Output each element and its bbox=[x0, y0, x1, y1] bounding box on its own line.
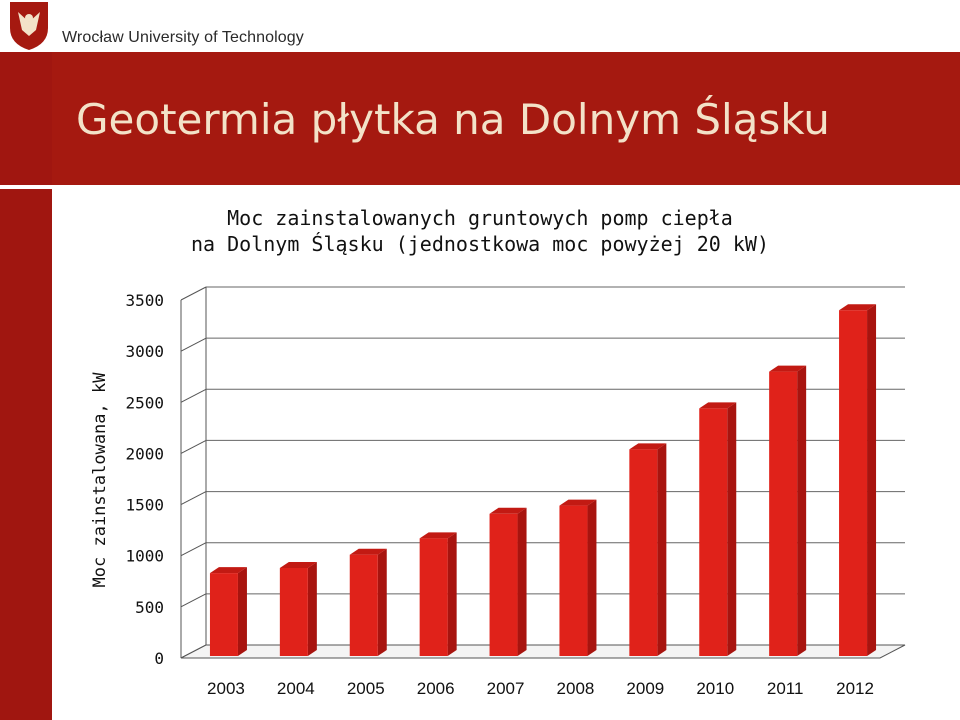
bar-side-2012 bbox=[867, 304, 877, 656]
x-tick-label: 2012 bbox=[836, 679, 874, 698]
gridline-depth-1000 bbox=[180, 542, 207, 557]
y-tick-label: 500 bbox=[135, 598, 164, 617]
x-tick-label: 2008 bbox=[557, 679, 595, 698]
gridline-depth-2000 bbox=[180, 439, 207, 454]
bar-side-2009 bbox=[657, 443, 667, 656]
bar-2010 bbox=[699, 408, 728, 656]
y-tick-label: 2500 bbox=[125, 393, 164, 412]
left-decor-strip bbox=[0, 52, 52, 720]
x-tick-label: 2004 bbox=[277, 679, 315, 698]
y-tick-label: 2000 bbox=[125, 444, 164, 463]
bar-side-2010 bbox=[727, 402, 737, 656]
bar-2003 bbox=[209, 573, 238, 656]
bar-top-2012 bbox=[839, 304, 877, 311]
x-tick-label: 2007 bbox=[487, 679, 525, 698]
bar-top-2004 bbox=[279, 561, 317, 568]
university-logo bbox=[10, 2, 48, 50]
slide-title: Geotermia płytka na Dolnym Śląsku bbox=[76, 95, 830, 144]
x-tick-label: 2006 bbox=[417, 679, 455, 698]
chart-title-line-1: Moc zainstalowanych gruntowych pomp ciep… bbox=[227, 206, 733, 230]
x-tick-label: 2009 bbox=[626, 679, 664, 698]
x-tick-label: 2005 bbox=[347, 679, 385, 698]
left-strip-divider bbox=[0, 185, 52, 189]
bar-2008 bbox=[559, 505, 588, 656]
bar-side-2005 bbox=[377, 548, 387, 656]
y-tick-label: 3500 bbox=[125, 291, 164, 310]
bar-side-2007 bbox=[517, 507, 527, 656]
chart-title-line-2: na Dolnym Śląsku (jednostkowa moc powyże… bbox=[191, 232, 769, 256]
bar-2011 bbox=[769, 371, 798, 656]
y-tick-label: 1000 bbox=[125, 547, 164, 566]
bar-2012 bbox=[839, 310, 868, 656]
bar-side-2006 bbox=[447, 532, 457, 656]
x-tick-label: 2003 bbox=[207, 679, 245, 698]
bar-side-2011 bbox=[797, 365, 807, 656]
y-tick-label: 3000 bbox=[125, 342, 164, 361]
bar-top-2003 bbox=[209, 567, 247, 574]
gridline-depth-3000 bbox=[180, 337, 207, 352]
y-tick-label: 1500 bbox=[125, 496, 164, 515]
gridline-depth-2500 bbox=[180, 388, 207, 403]
bar-top-2010 bbox=[699, 402, 737, 409]
chart-title: Moc zainstalowanych gruntowych pomp ciep… bbox=[150, 205, 810, 257]
gridline-depth-500 bbox=[180, 593, 207, 608]
x-tick-label: 2011 bbox=[767, 679, 804, 698]
bar-top-2009 bbox=[629, 443, 667, 450]
bar-2004 bbox=[279, 567, 308, 656]
bar-side-2004 bbox=[307, 561, 317, 656]
bar-side-2008 bbox=[587, 499, 597, 656]
bar-side-2003 bbox=[237, 567, 247, 656]
y-tick-label: 0 bbox=[154, 649, 164, 668]
title-band bbox=[52, 52, 960, 185]
x-tick-label: 2010 bbox=[696, 679, 734, 698]
bar-top-2011 bbox=[769, 365, 807, 372]
gridline-depth-1500 bbox=[180, 491, 207, 506]
bar-top-2008 bbox=[559, 499, 597, 506]
bar-2007 bbox=[489, 513, 518, 656]
bar-2009 bbox=[629, 449, 658, 656]
university-name: Wrocław University of Technology bbox=[62, 29, 304, 46]
gridline-depth-3500 bbox=[180, 286, 207, 301]
header-bar bbox=[0, 0, 960, 52]
bar-top-2007 bbox=[489, 507, 527, 514]
bar-top-2006 bbox=[419, 532, 457, 539]
bar-2005 bbox=[349, 554, 378, 656]
bar-top-2005 bbox=[349, 548, 387, 555]
bar-2006 bbox=[419, 538, 448, 656]
